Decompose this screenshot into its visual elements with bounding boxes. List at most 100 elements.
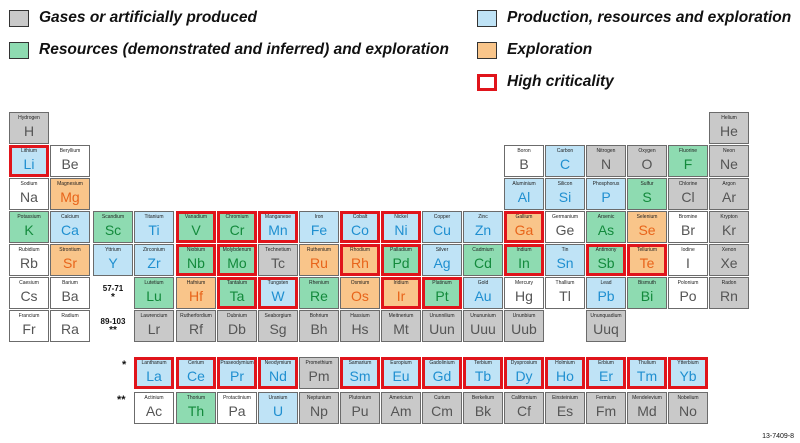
element-name: Europium	[390, 360, 412, 366]
element-name: Tantalum	[226, 280, 248, 286]
element-pr: Praseodymium Pr	[217, 357, 257, 389]
element-am: Americium Am	[381, 392, 421, 424]
element-name: Vanadium	[184, 214, 208, 220]
placeholder-stars: **	[109, 325, 117, 336]
element-dy: Dysprosium Dy	[504, 357, 544, 389]
element-name: Cobalt	[352, 214, 368, 220]
element-bh: Bohrium Bh	[299, 310, 339, 342]
element-symbol: Bk	[474, 403, 492, 419]
element-db: Dubnium Db	[217, 310, 257, 342]
element-symbol: Pt	[435, 288, 449, 304]
element-name: Iridium	[393, 280, 409, 286]
element-name: Seaborgium	[264, 313, 292, 319]
lanthanide-marker: *	[122, 359, 127, 371]
element-name: Curium	[433, 395, 451, 401]
element-name: Aluminium	[512, 181, 536, 187]
element-name: Dubnium	[226, 313, 247, 319]
element-name: Rhodium	[349, 247, 370, 253]
element-name: Chromium	[225, 214, 249, 220]
element-zr: Zirconium Zr	[134, 244, 174, 276]
element-symbol: Cl	[681, 189, 695, 205]
element-name: Fermium	[596, 395, 616, 401]
element-b: Boron B	[504, 145, 544, 177]
element-name: Scandium	[101, 214, 125, 220]
element-symbol: Si	[558, 189, 572, 205]
element-name: Selenium	[636, 214, 658, 220]
element-name: Gold	[477, 280, 489, 286]
element-name: Xenon	[721, 247, 737, 253]
element-symbol: Cf	[517, 403, 531, 419]
element-ru: Ruthenium Ru	[299, 244, 339, 276]
element-symbol: As	[597, 222, 615, 238]
element-si: Silicon Si	[545, 178, 585, 210]
element-ra: Radium Ra	[50, 310, 90, 342]
legend-swatch-critical	[477, 73, 497, 91]
element-h: Hydrogen H	[9, 112, 49, 144]
element-symbol: Mg	[60, 189, 80, 205]
element-n: Nitrogen N	[586, 145, 626, 177]
element-symbol: Ba	[61, 288, 79, 304]
element-name: Antimony	[595, 247, 617, 253]
element-symbol: Ne	[720, 156, 738, 172]
element-sc: Scandium Sc	[93, 211, 133, 243]
element-symbol: Pr	[230, 368, 244, 384]
element-symbol: Hg	[515, 288, 533, 304]
legend-label: Gases or artificially produced	[39, 9, 257, 26]
element-es: Einsteinium Es	[545, 392, 585, 424]
element-name: Bismuth	[637, 280, 657, 286]
element-symbol: Br	[681, 222, 695, 238]
element-symbol: Pd	[392, 255, 410, 271]
element-symbol: W	[271, 288, 285, 304]
element-symbol: Ra	[61, 321, 79, 337]
element-er: Erbium Er	[586, 357, 626, 389]
element-name: Strontium	[59, 247, 81, 253]
element-ti: Titanium Ti	[134, 211, 174, 243]
element-symbol: Fm	[595, 403, 617, 419]
placeholder-range: 57-71	[102, 284, 124, 293]
element-symbol: Cm	[431, 403, 453, 419]
element-pt: Platinum Pt	[422, 277, 462, 309]
element-name: Titanium	[144, 214, 164, 220]
element-ar: Argon Ar	[709, 178, 749, 210]
element-symbol: Sm	[349, 368, 371, 384]
element-symbol: No	[679, 403, 697, 419]
element-name: Bohrium	[309, 313, 329, 319]
element-s: Sulfur S	[627, 178, 667, 210]
element-name: Erbium	[598, 360, 614, 366]
element-cm: Curium Cm	[422, 392, 462, 424]
element-name: Thallium	[555, 280, 575, 286]
element-name: Praseodymium	[220, 360, 254, 366]
element-tl: Thallium Tl	[545, 277, 585, 309]
element-cr: Chromium Cr	[217, 211, 257, 243]
element-kr: Krypton Kr	[709, 211, 749, 243]
element-symbol: Mt	[393, 321, 409, 337]
element-re: Rhenium Re	[299, 277, 339, 309]
element-name: Thulium	[638, 360, 656, 366]
element-name: Fluorine	[678, 148, 698, 154]
element-symbol: N	[600, 156, 612, 172]
element-symbol: Uub	[511, 321, 537, 337]
element-symbol: Al	[517, 189, 531, 205]
element-symbol: Ni	[394, 222, 408, 238]
element-os: Osmium Os	[340, 277, 380, 309]
element-v: Vanadium V	[176, 211, 216, 243]
legend-swatch-gray	[9, 9, 29, 27]
element-name: Iron	[314, 214, 324, 220]
element-sm: Samarium Sm	[340, 357, 380, 389]
element-symbol: Mn	[268, 222, 288, 238]
element-symbol: Ge	[555, 222, 575, 238]
element-bk: Berkelium Bk	[463, 392, 503, 424]
element-symbol: Tm	[636, 368, 658, 384]
element-symbol: Es	[556, 403, 574, 419]
element-symbol: Gd	[432, 368, 452, 384]
element-symbol: Xe	[720, 255, 738, 271]
element-symbol: Ar	[722, 189, 736, 205]
element-o: Oxygen O	[627, 145, 667, 177]
element-name: Einsteinium	[552, 395, 578, 401]
element-symbol: Yb	[679, 368, 697, 384]
element-name: Cadmium	[472, 247, 494, 253]
element-name: Sulfur	[640, 181, 654, 187]
element-name: Neptunium	[306, 395, 332, 401]
element-symbol: Fr	[22, 321, 36, 337]
